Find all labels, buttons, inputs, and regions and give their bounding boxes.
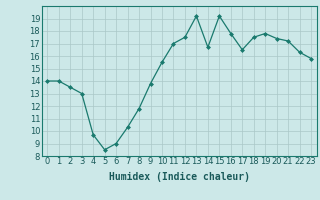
X-axis label: Humidex (Indice chaleur): Humidex (Indice chaleur): [109, 172, 250, 182]
